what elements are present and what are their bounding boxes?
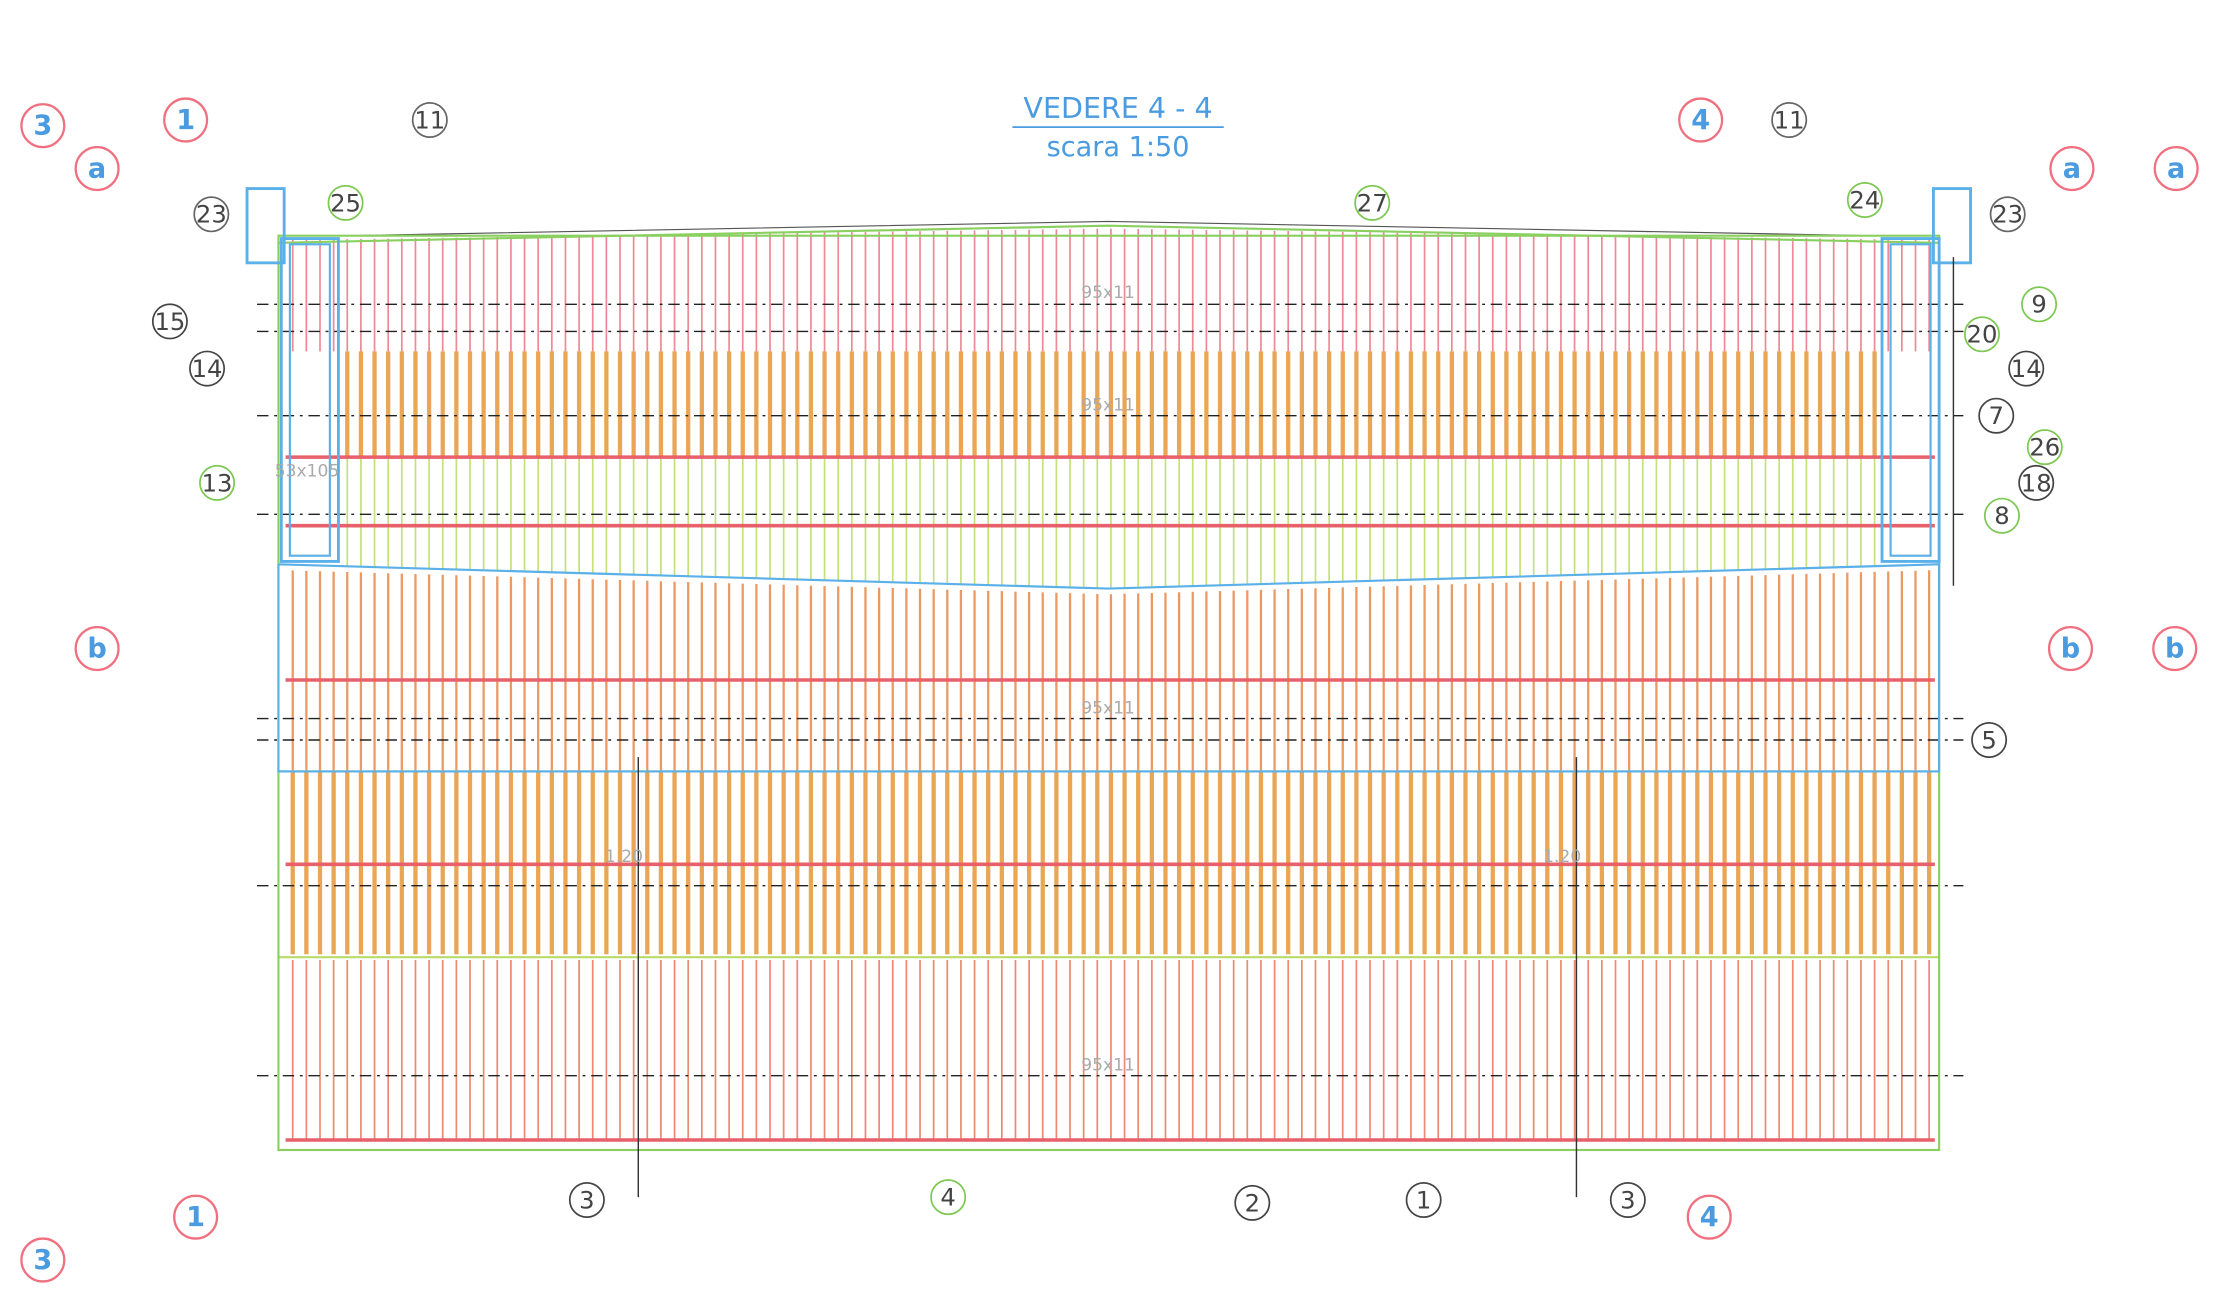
- section-label: a: [2167, 153, 2185, 184]
- callout-circle: [1978, 397, 2015, 434]
- title: VEDERE 4 - 4: [1023, 91, 1212, 125]
- callout-label: 14: [192, 354, 223, 383]
- callout-label: 27: [1357, 188, 1388, 217]
- panel-outline: [277, 563, 1941, 773]
- callout-label: 5: [1981, 725, 1996, 754]
- dimension-label: 95x11: [1081, 283, 1135, 303]
- callout-circle: [1971, 722, 2008, 758]
- cap-outline: [1931, 187, 1972, 265]
- section-label: a: [2063, 153, 2081, 184]
- callout-label: 18: [2021, 468, 2052, 497]
- callout-label: 1: [1416, 1185, 1431, 1214]
- callout-label: 15: [154, 307, 185, 336]
- section-label: b: [2061, 633, 2080, 664]
- callout-circle: [1234, 1184, 1271, 1221]
- callout-label: 11: [414, 105, 445, 134]
- section-label: 3: [33, 111, 52, 142]
- column-outline: [279, 237, 340, 563]
- callout-circle: [151, 303, 188, 340]
- callout-label: 3: [579, 1185, 594, 1214]
- section-circle: [2152, 626, 2198, 672]
- callout-label: 20: [1967, 320, 1998, 349]
- callout-circle: [1989, 196, 2026, 233]
- callout-circle: [411, 102, 448, 138]
- section-label: a: [88, 153, 106, 184]
- section-label: 4: [1700, 1202, 1719, 1233]
- callout-circle: [2018, 464, 2055, 501]
- section-circle: [1686, 1194, 1732, 1240]
- dimension-label: 1.20: [1543, 847, 1581, 867]
- callout-circle: [930, 1179, 967, 1216]
- dimension-label: 95x11: [1081, 1056, 1135, 1076]
- callout-label: 14: [2011, 354, 2042, 383]
- section-label: 4: [1691, 105, 1710, 136]
- section-circle: [2049, 146, 2095, 192]
- section-label: 1: [186, 1202, 205, 1233]
- callout-label: 23: [196, 200, 227, 229]
- section-circle: [74, 626, 120, 672]
- callout-label: 8: [1994, 501, 2009, 530]
- callout-circle: [193, 196, 230, 233]
- callout-label: 13: [202, 468, 233, 497]
- section-circle: [2047, 626, 2094, 672]
- callout-circle: [1405, 1182, 1442, 1218]
- callout-label: 3: [1620, 1185, 1635, 1214]
- callout-circle: [1963, 316, 2000, 353]
- rebar-layer: [245, 187, 1972, 1198]
- cap-outline: [245, 187, 286, 265]
- column-inner: [1889, 243, 1932, 557]
- callout-circle: [1983, 497, 2020, 534]
- callout-label: 7: [1989, 401, 2004, 430]
- callout-circle: [1354, 184, 1391, 221]
- callout-circle: [2021, 286, 2058, 323]
- section-label: 3: [33, 1245, 52, 1276]
- dimension-label: 95x11: [1081, 699, 1135, 719]
- callout-circle: [1609, 1182, 1646, 1218]
- dimension-label: 1.20: [605, 847, 643, 867]
- section-circle: [20, 103, 66, 149]
- callout-circle: [1846, 182, 1883, 218]
- callout-circle: [2008, 350, 2045, 387]
- scale: scara 1:50: [1047, 132, 1190, 163]
- section-circle: [2153, 146, 2199, 192]
- section-label: b: [87, 633, 106, 664]
- section-circle: [74, 146, 120, 192]
- callout-circle: [568, 1182, 605, 1218]
- callout-label: 24: [1849, 185, 1880, 214]
- callout-label: 9: [2031, 290, 2046, 319]
- dimension-label: 53x105: [275, 461, 340, 481]
- callout-label: 23: [1992, 200, 2023, 229]
- section-circle: [20, 1237, 66, 1283]
- callout-circle: [189, 350, 226, 387]
- callout-circle: [1771, 102, 1808, 138]
- callout-circle: [327, 184, 364, 221]
- column-outline: [1880, 237, 1941, 563]
- callout-label: 26: [2029, 433, 2060, 462]
- section-label: b: [2165, 633, 2184, 664]
- callout-label: 2: [1245, 1188, 1260, 1217]
- dimension-label: 95x11: [1081, 396, 1135, 416]
- top-edge-dark: [349, 220, 1871, 237]
- section-circle: [173, 1194, 219, 1240]
- section-circle: [1678, 97, 1724, 143]
- callout-circle: [2026, 429, 2063, 466]
- section-circle: [163, 97, 209, 143]
- section-label: 1: [176, 105, 195, 136]
- callout-label: 25: [330, 188, 361, 217]
- column-inner: [288, 243, 331, 557]
- callout-circle: [199, 464, 236, 501]
- callout-label: 4: [940, 1183, 955, 1212]
- callout-label: 11: [1774, 105, 1805, 134]
- top-edge: [278, 224, 1940, 244]
